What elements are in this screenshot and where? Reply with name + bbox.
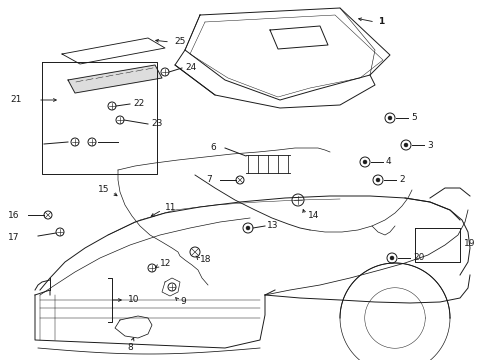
Polygon shape [68,65,162,93]
Text: 15: 15 [98,185,109,194]
Polygon shape [62,38,164,64]
Text: 12: 12 [160,260,171,269]
Text: 7: 7 [205,175,211,184]
Text: 6: 6 [209,143,215,152]
Circle shape [387,116,391,120]
Text: 14: 14 [307,211,319,220]
Text: 1: 1 [377,17,384,26]
Circle shape [375,178,379,182]
Text: 9: 9 [180,297,185,306]
Text: 24: 24 [184,63,196,72]
Text: 3: 3 [426,140,432,149]
Circle shape [389,256,393,260]
Text: 22: 22 [133,99,144,108]
Text: 8: 8 [127,343,133,352]
Text: 10: 10 [128,296,139,305]
Text: 25: 25 [174,36,185,45]
Circle shape [403,143,407,147]
Text: 17: 17 [8,233,20,242]
Text: 18: 18 [200,256,211,265]
Text: 5: 5 [410,113,416,122]
Circle shape [362,160,366,164]
Text: 2: 2 [398,175,404,184]
Text: 4: 4 [385,158,391,166]
Text: 21: 21 [10,95,21,104]
Text: 23: 23 [151,120,162,129]
Text: 19: 19 [463,239,474,248]
Text: 11: 11 [164,203,176,212]
Text: 20: 20 [412,252,424,261]
Text: 16: 16 [8,211,20,220]
Text: 13: 13 [266,220,278,230]
Circle shape [245,226,249,230]
